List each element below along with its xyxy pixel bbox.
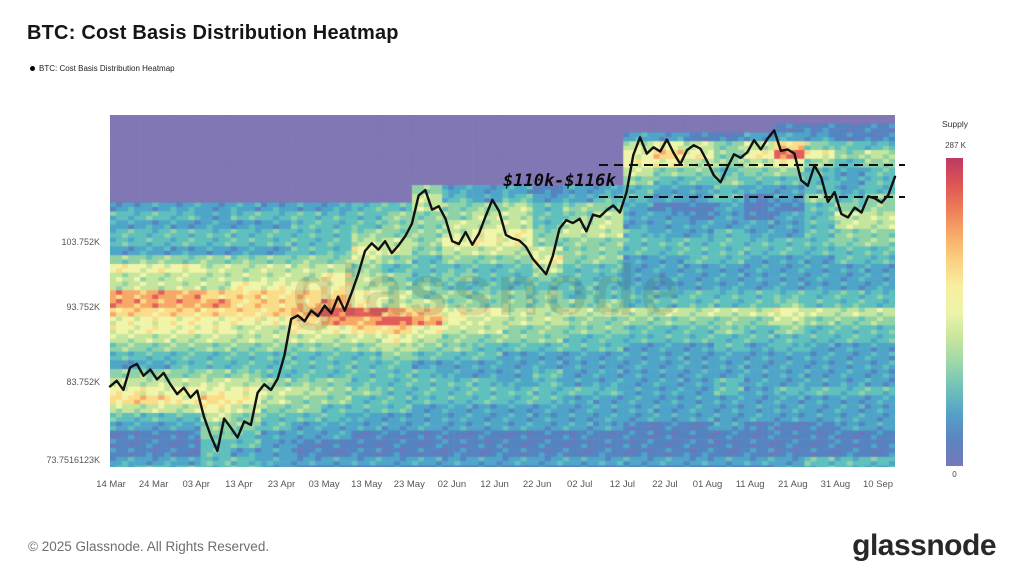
x-axis-tick: 12 Jul	[609, 479, 636, 490]
page-title: BTC: Cost Basis Distribution Heatmap	[27, 22, 399, 44]
y-axis-tick: 103.752K	[61, 237, 100, 247]
highlight-band-top-line	[599, 164, 905, 166]
x-axis-tick: 10 Sep	[862, 479, 894, 490]
colorbar-max-label: 287 K	[945, 141, 966, 150]
x-axis-tick: 23 Apr	[267, 479, 296, 490]
y-axis-tick: 83.752K	[66, 377, 100, 387]
x-axis-tick: 13 May	[351, 479, 383, 490]
x-axis-tick: 24 Mar	[138, 479, 169, 490]
x-axis-tick: 22 Jul	[652, 479, 678, 490]
x-axis-tick: 01 Aug	[692, 479, 723, 490]
x-axis-tick: 02 Jun	[437, 479, 467, 490]
x-axis-tick: 13 Apr	[225, 479, 253, 490]
y-axis-tick: 93.752K	[66, 302, 100, 312]
price-line	[108, 129, 897, 453]
x-axis-tick: 14 Mar	[96, 479, 126, 490]
heatmap-canvas[interactable]	[110, 115, 895, 467]
legend-bullet-icon	[30, 66, 35, 71]
x-axis-tick: 03 May	[308, 479, 340, 490]
colorbar-min-label: 0	[952, 470, 957, 479]
x-axis-tick: 11 Aug	[735, 479, 765, 490]
x-axis-tick: 02 Jul	[567, 479, 593, 490]
legend-label: BTC: Cost Basis Distribution Heatmap	[39, 64, 175, 73]
x-axis-tick: 03 Apr	[182, 479, 210, 490]
colorbar-title: Supply	[942, 119, 968, 129]
colorbar-gradient	[946, 158, 963, 466]
x-axis-tick: 12 Jun	[480, 479, 509, 490]
copyright-text: © 2025 Glassnode. All Rights Reserved.	[28, 539, 270, 554]
y-axis-tick: 73.7516123K	[46, 455, 100, 465]
glassnode-logo: glassnode	[852, 529, 996, 562]
legend-item[interactable]: BTC: Cost Basis Distribution Heatmap	[30, 64, 175, 73]
highlight-band-bottom-line	[599, 196, 905, 198]
x-axis-tick: 23 May	[393, 479, 425, 490]
price-band-annotation: $110k-$116k	[503, 171, 616, 191]
x-axis-tick: 31 Aug	[820, 479, 851, 490]
x-axis-tick: 22 Jun	[522, 479, 552, 490]
heatmap-plot-area[interactable]: glassnode $110k-$116k	[108, 115, 905, 467]
x-axis-tick: 21 Aug	[777, 479, 808, 490]
